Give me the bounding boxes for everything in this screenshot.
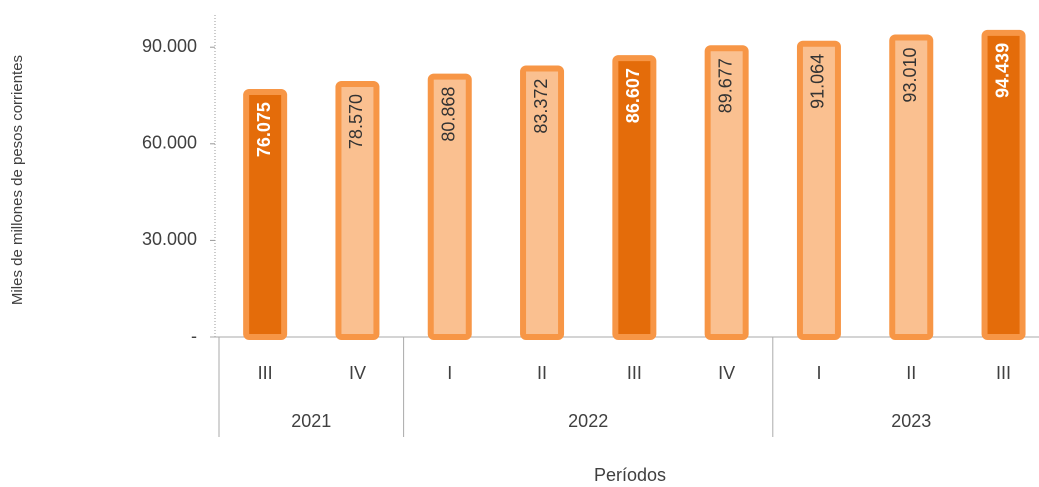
bar xyxy=(243,89,288,340)
bar xyxy=(335,81,380,341)
x-tick-label: IV xyxy=(349,363,366,383)
x-tick-label: I xyxy=(447,363,452,383)
value-label: 78.570 xyxy=(346,94,366,149)
value-label: 89.677 xyxy=(715,58,735,113)
x-tick-label: III xyxy=(258,363,273,383)
value-label: 91.064 xyxy=(808,54,828,109)
y-tick-label: - xyxy=(191,326,197,346)
group-label: 2022 xyxy=(568,411,608,431)
value-label: 93.010 xyxy=(900,48,920,103)
bar xyxy=(796,40,841,340)
value-label: 86.607 xyxy=(623,68,643,123)
group-label: 2023 xyxy=(891,411,931,431)
x-tick-label: IV xyxy=(718,363,735,383)
y-tick-label: 60.000 xyxy=(142,133,197,153)
y-tick-label: 90.000 xyxy=(142,36,197,56)
y-axis-label: Miles de millones de pesos corrientes xyxy=(9,55,26,305)
bar xyxy=(889,34,934,340)
value-label: 83.372 xyxy=(531,79,551,134)
value-label: 80.868 xyxy=(439,87,459,142)
x-tick-label: III xyxy=(996,363,1011,383)
value-label: 94.439 xyxy=(992,43,1012,98)
bar xyxy=(704,45,749,341)
x-tick-label: I xyxy=(816,363,821,383)
bar xyxy=(427,73,472,340)
y-tick-label: 30.000 xyxy=(142,229,197,249)
bar xyxy=(520,65,565,341)
x-tick-label: II xyxy=(537,363,547,383)
x-tick-label: II xyxy=(906,363,916,383)
x-axis-label: Períodos xyxy=(594,465,666,485)
bar xyxy=(612,55,657,341)
group-label: 2021 xyxy=(291,411,331,431)
bar xyxy=(981,29,1026,340)
x-tick-label: III xyxy=(627,363,642,383)
value-label: 76.075 xyxy=(254,102,274,157)
